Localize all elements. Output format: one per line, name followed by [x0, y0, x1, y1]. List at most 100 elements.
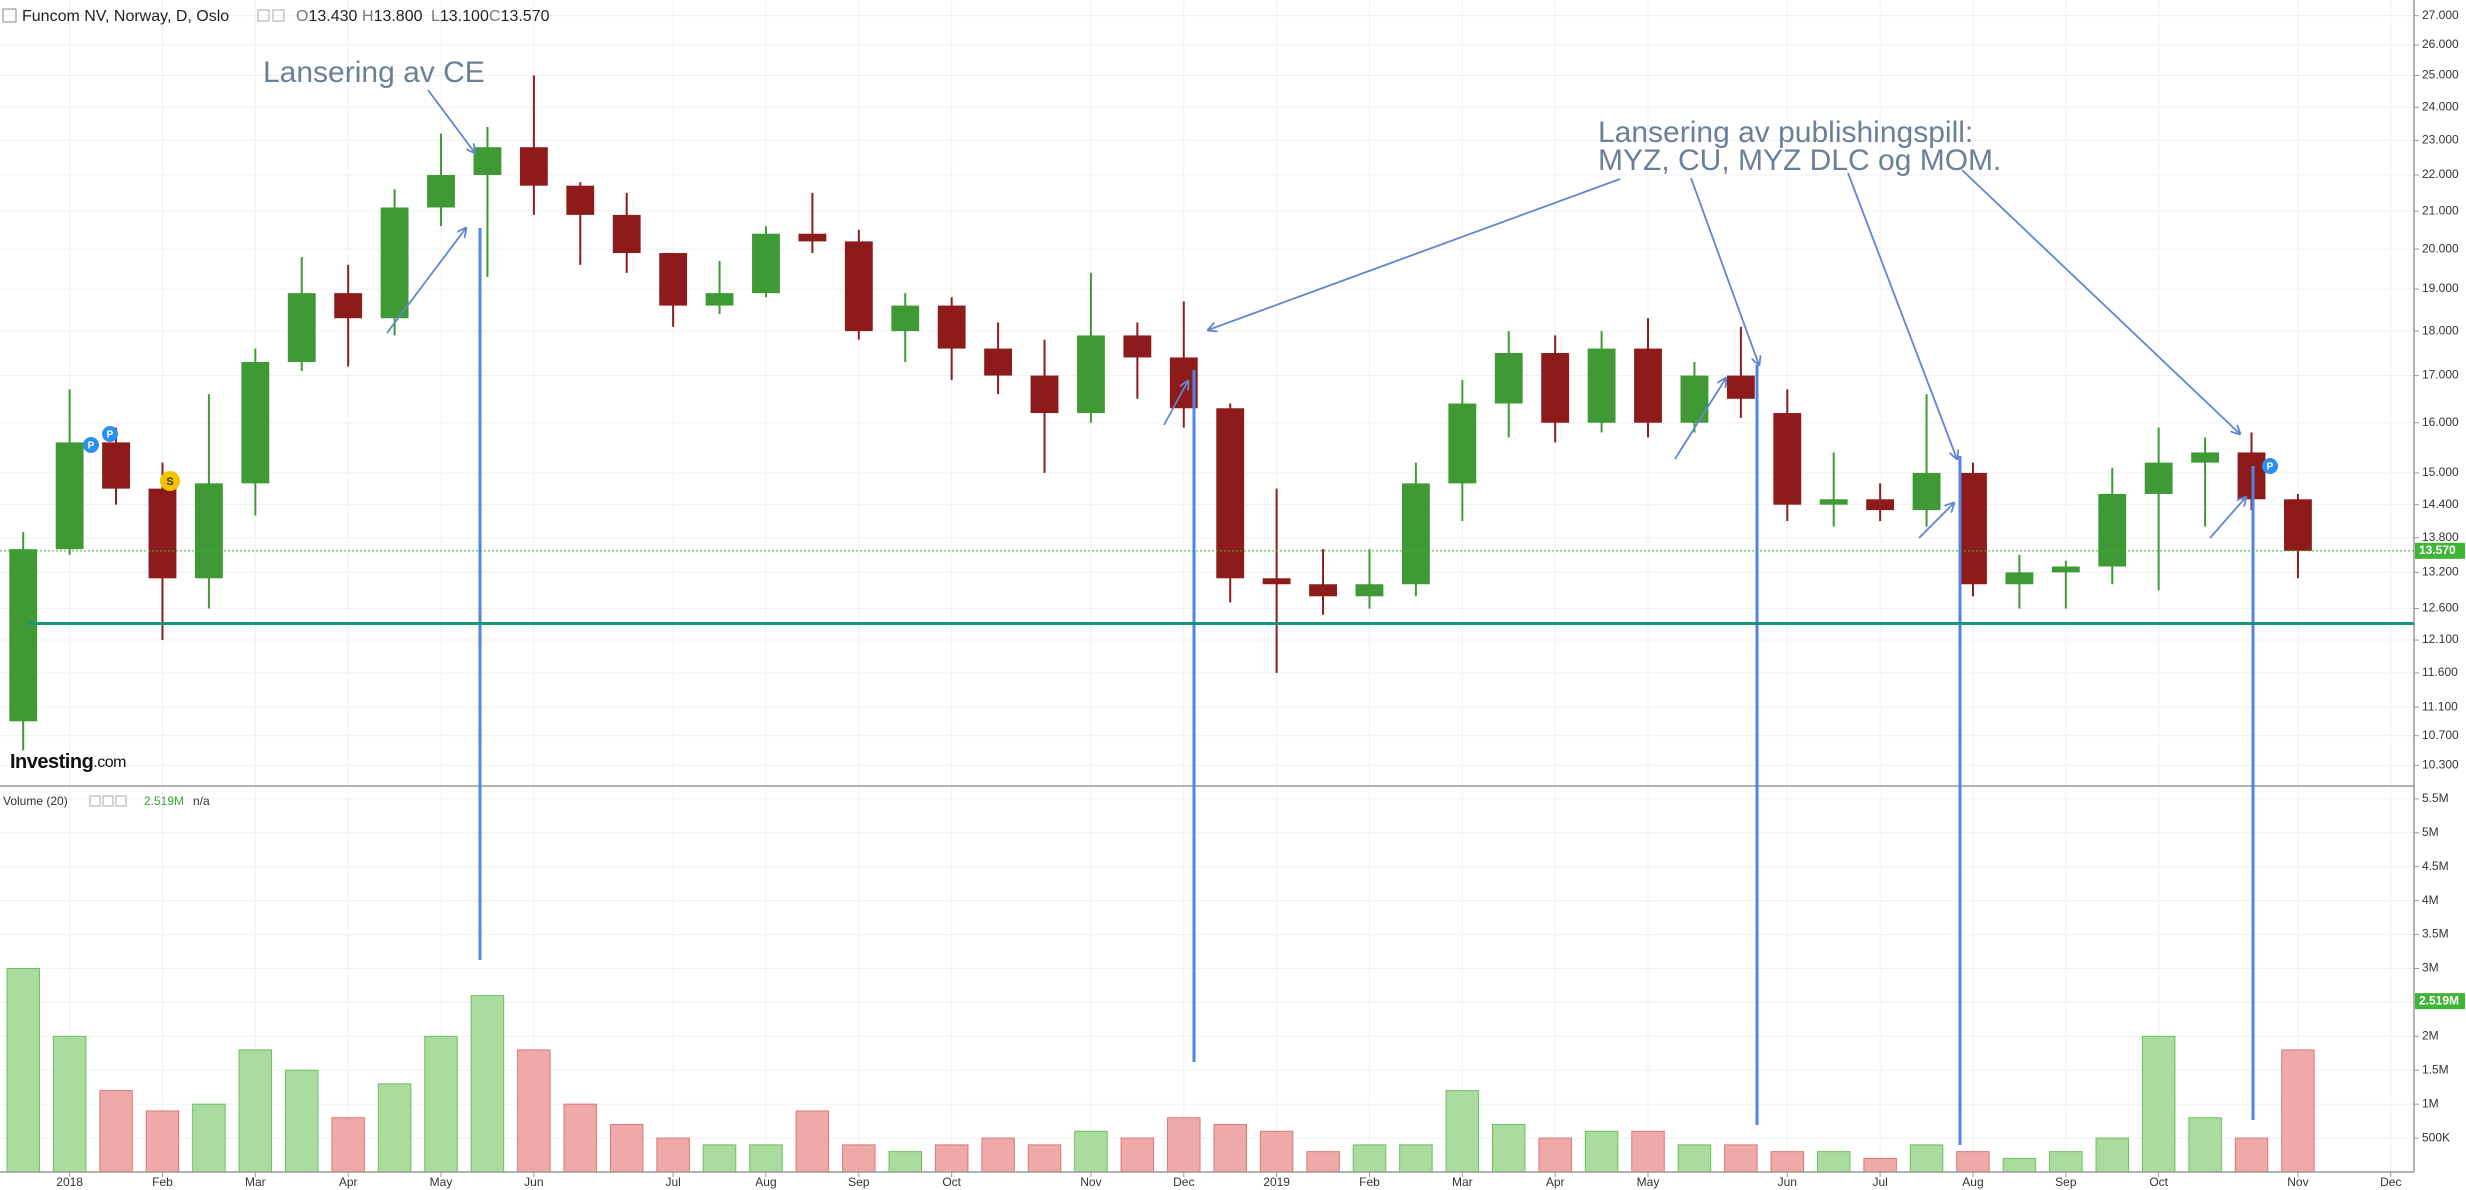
x-tick-label: Apr: [1546, 1175, 1565, 1189]
volume-bar: [1631, 1130, 1665, 1173]
volume-bar: [1770, 1151, 1805, 1173]
close-icon[interactable]: [272, 9, 285, 22]
event-markers: P P S P: [83, 426, 2278, 491]
candle-body: [55, 442, 84, 550]
candle-body: [1634, 348, 1662, 423]
y-tick-label: 11.100: [2422, 699, 2458, 713]
volume-bar: [1538, 1137, 1572, 1173]
candle-body: [1448, 403, 1477, 484]
candle-body: [937, 305, 966, 349]
volume-bar: [2095, 1137, 2129, 1173]
arrow: [427, 89, 475, 153]
candle-body: [984, 348, 1013, 376]
annotations: Lansering av CE Lansering av publishings…: [263, 56, 2255, 1145]
volume-bar: [331, 1117, 365, 1173]
candle-body: [241, 361, 270, 484]
x-tick-label: Mar: [1452, 1175, 1473, 1189]
y-tick-label: 16.000: [2422, 415, 2459, 429]
arrow: [386, 228, 466, 334]
volume-bar: [1724, 1144, 1758, 1173]
x-tick-label: May: [430, 1175, 453, 1189]
volume-icon[interactable]: [102, 795, 114, 807]
marker-label: P: [2267, 462, 2274, 473]
marker-icon[interactable]: [160, 471, 180, 491]
candle-body: [287, 293, 316, 362]
marker-icon[interactable]: [83, 437, 99, 453]
candle-body: [1123, 335, 1152, 358]
x-tick-label: Jun: [1778, 1175, 1797, 1189]
volume-icon[interactable]: [89, 795, 101, 807]
volume-bar: [1909, 1144, 1944, 1173]
quote-value: 13.800: [374, 8, 423, 25]
marker-label: P: [88, 441, 95, 452]
x-tick-label: Sep: [2055, 1175, 2077, 1189]
quote-value: 13.430: [308, 8, 357, 25]
volume-bar: [1306, 1151, 1340, 1173]
volume-bar: [1167, 1117, 1201, 1173]
x-tick-label: May: [1637, 1175, 1660, 1189]
volume-bar: [52, 1035, 87, 1173]
y-tick-label: 19.000: [2422, 281, 2459, 295]
candle-body: [1030, 375, 1059, 414]
volume-bar: [2049, 1151, 2083, 1173]
candle-body: [1262, 578, 1291, 585]
volume-bar: [470, 995, 505, 1173]
candle-body: [1773, 413, 1802, 505]
annotation-text: Lansering av CE: [263, 56, 485, 89]
x-tick-label: Sep: [848, 1175, 870, 1189]
y-tick-label: 20.000: [2422, 241, 2459, 255]
last-price-badge: [2415, 542, 2465, 559]
candle-body: [891, 305, 920, 332]
arrow: [1163, 381, 1188, 426]
x-tick-label: Dec: [2380, 1175, 2401, 1189]
arrow: [1208, 178, 1621, 330]
candle-body: [798, 233, 827, 242]
volume-bar: [517, 1049, 551, 1173]
y-tick-label: 26.000: [2422, 37, 2459, 51]
candle-body: [1401, 483, 1430, 585]
volume-icon[interactable]: [115, 795, 127, 807]
volume-bar: [749, 1144, 783, 1173]
last-volume-label: 2.519M: [2419, 993, 2459, 1007]
volume-bar: [656, 1137, 690, 1173]
annotation-text: MYZ, CU, MYZ DLC og MOM.: [1598, 144, 2001, 177]
quote-open: O13.430: [296, 8, 357, 25]
y-tick-label: 13.800: [2422, 530, 2459, 544]
candle-body: [1309, 584, 1337, 597]
candle-body: [752, 233, 780, 294]
candle-body: [380, 207, 409, 319]
logo-suffix: .com: [93, 754, 126, 771]
candle-body: [844, 241, 873, 332]
y-tick-label: 4.5M: [2422, 859, 2449, 873]
candle-body: [1959, 472, 1987, 585]
arrow: [2209, 497, 2246, 539]
y-tick-label: 5M: [2422, 825, 2439, 839]
logo: Investing.com: [10, 751, 126, 773]
collapse-icon[interactable]: [2, 8, 17, 23]
marker-icon[interactable]: [102, 426, 118, 442]
volume-bar: [145, 1110, 180, 1173]
y-tick-label: 2M: [2422, 1028, 2439, 1042]
candle-body: [148, 488, 177, 579]
volume-bar: [1120, 1137, 1155, 1173]
x-tick-label: 2019: [1263, 1175, 1290, 1189]
volume-bar: [1584, 1130, 1619, 1173]
settings-icon[interactable]: [257, 9, 270, 22]
y-tick-label: 3.5M: [2422, 927, 2449, 941]
volume-bar: [424, 1035, 458, 1173]
candle-body: [2005, 572, 2034, 585]
volume-bar: [842, 1144, 876, 1173]
x-tick-label: Aug: [1962, 1175, 1983, 1189]
y-tick-label: 4M: [2422, 893, 2439, 907]
y-tick-label: 14.400: [2422, 497, 2459, 511]
candle-body: [2144, 462, 2173, 494]
marker-icon[interactable]: [2262, 458, 2278, 474]
volume-bar: [2141, 1035, 2176, 1173]
quote-key: O: [296, 8, 308, 25]
x-tick-label: Dec: [1173, 1175, 1194, 1189]
x-tick-label: Oct: [942, 1175, 961, 1189]
x-tick-label: Jun: [524, 1175, 543, 1189]
candle-body: [1494, 353, 1523, 404]
quote-close: C13.570: [489, 8, 550, 25]
